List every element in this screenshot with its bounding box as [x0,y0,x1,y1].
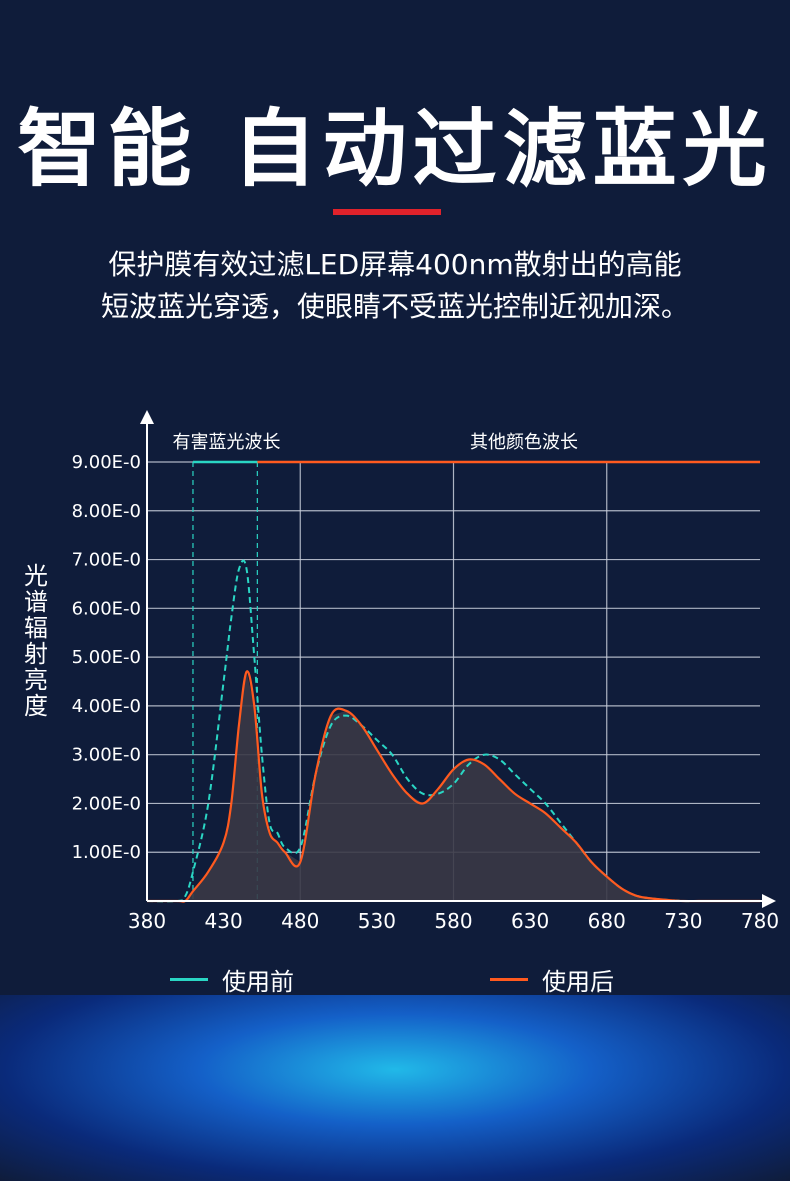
y-tick-label: 5.00E-0 [72,647,141,668]
y-tick-label: 6.00E-0 [72,598,141,619]
x-tick-label: 480 [281,909,319,933]
x-axis-arrow [762,894,776,908]
y-tick-label: 9.00E-0 [72,452,141,473]
legend-swatch-before [170,978,208,981]
x-tick-label: 780 [741,909,779,933]
title-accent-bar [333,209,441,215]
legend-swatch-after [490,978,528,981]
y-axis-arrow [140,410,154,424]
y-tick-label: 3.00E-0 [72,745,141,766]
subtitle-line-2: 短波蓝光穿透，使眼睛不受蓝光控制近视加深。 [100,290,689,323]
subtitle-line-1: 保护膜有效过滤LED屏幕400nm散射出的高能 [108,248,682,281]
page-title: 智能 自动过滤蓝光 [17,100,773,198]
after-area-fill [147,671,760,901]
x-tick-label: 530 [358,909,396,933]
y-tick-label: 7.00E-0 [72,550,141,571]
x-tick-label: 380 [128,909,166,933]
x-tick-label: 580 [434,909,472,933]
legend-item-before: 使用前 [170,962,294,997]
y-tick-label: 2.00E-0 [72,793,141,814]
y-tick-label: 8.00E-0 [72,501,141,522]
x-tick-label: 680 [588,909,626,933]
series-after-line [147,670,760,903]
x-tick-label: 430 [205,909,243,933]
legend-label-after: 使用后 [542,968,614,996]
blue-band-annotation: 有害蓝光波长 [173,432,281,453]
legend-item-after: 使用后 [490,962,614,997]
tech-background-graphic [0,995,790,1181]
x-tick-label: 730 [664,909,702,933]
x-tick-label: 630 [511,909,549,933]
y-axis-label: 光谱辐射亮度 [24,562,48,720]
spectrum-chart: 1.00E-0 2.00E-0 3.00E-0 4.00E-0 5.00E-0 6.00E… [72,410,779,933]
other-band-annotation: 其他颜色波长 [470,432,578,453]
page-subtitle: 保护膜有效过滤LED屏幕400nm散射出的高能 短波蓝光穿透，使眼睛不受蓝光控制… [0,244,790,328]
y-tick-label: 4.00E-0 [72,696,141,717]
legend-label-before: 使用前 [222,968,294,996]
y-tick-label: 1.00E-0 [72,842,141,863]
